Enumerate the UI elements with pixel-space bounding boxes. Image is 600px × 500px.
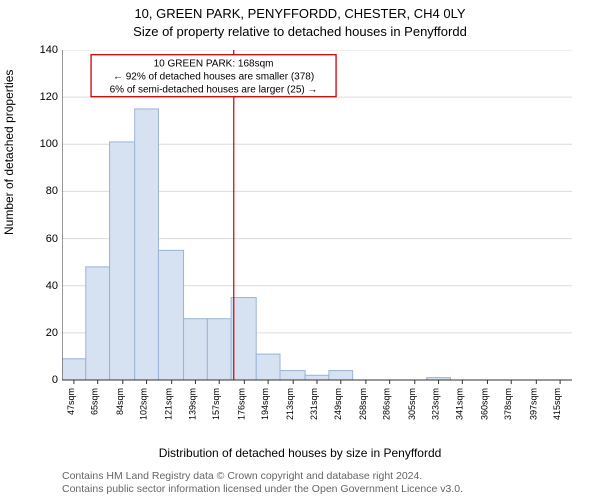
y-tick-label: 120 [14,91,58,103]
x-tick-label: 121sqm [164,388,174,420]
callout-line1: 10 GREEN PARK: 168sqm [154,59,274,70]
x-tick-label: 397sqm [528,388,538,420]
x-tick-label: 249sqm [333,388,343,420]
x-tick-label: 139sqm [187,388,197,420]
x-axis-label: Distribution of detached houses by size … [0,446,600,460]
x-tick-label: 231sqm [309,388,319,420]
y-tick-label: 80 [14,185,58,197]
callout-line3: 6% of semi-detached houses are larger (2… [110,85,318,96]
page-title-subtitle: Size of property relative to detached ho… [0,24,600,39]
x-tick-label: 268sqm [358,388,368,420]
x-tick-label: 84sqm [115,388,125,415]
x-tick-label: 65sqm [90,388,100,415]
histogram-chart: 47sqm 65sqm 84sqm 102sqm 121sqm 139sqm 157sqm 1… [62,50,572,420]
footnote: Contains HM Land Registry data © Crown c… [62,470,463,496]
footnote-line2: Contains public sector information licen… [62,483,463,496]
x-tick-label: 305sqm [407,388,417,420]
x-tick-label: 157sqm [211,388,221,420]
y-tick-label: 0 [14,374,58,386]
x-tick-label: 102sqm [139,388,149,420]
x-tick-label: 286sqm [382,388,392,420]
x-tick-label: 323sqm [431,388,441,420]
x-tick-label: 213sqm [285,388,295,420]
y-tick-label: 140 [14,44,58,56]
chart-area: 47sqm 65sqm 84sqm 102sqm 121sqm 139sqm 157sqm 1… [62,50,572,420]
y-tick-label: 100 [14,138,58,150]
x-tick-label: 194sqm [260,388,270,420]
x-tick-label: 415sqm [552,388,562,420]
y-tick-label: 20 [14,327,58,339]
y-tick-label: 60 [14,233,58,245]
footnote-line1: Contains HM Land Registry data © Crown c… [62,470,463,483]
x-tick-label: 360sqm [479,388,489,420]
x-tick-label: 47sqm [66,388,76,415]
callout-line2: ← 92% of detached houses are smaller (37… [113,72,314,83]
x-tick-label: 341sqm [454,388,464,420]
page-title-address: 10, GREEN PARK, PENYFFORDD, CHESTER, CH4… [0,6,600,21]
y-tick-label: 40 [14,280,58,292]
x-tick-label: 176sqm [236,388,246,420]
x-tick-label: 378sqm [503,388,513,420]
